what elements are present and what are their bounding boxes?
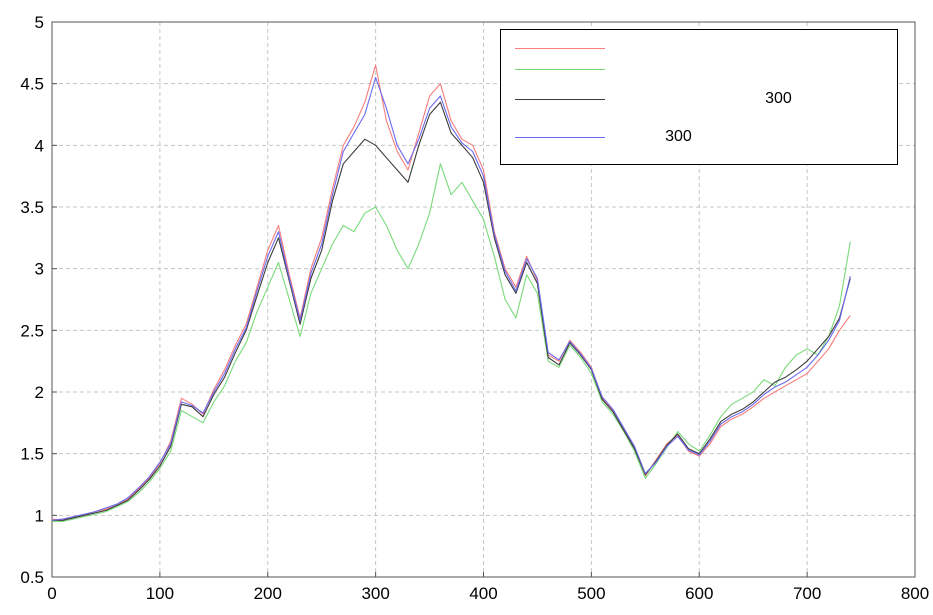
legend-entry — [501, 69, 896, 71]
legend-line-sample-blue — [515, 136, 606, 138]
series-black-line — [52, 101, 851, 521]
x-tick-label: 800 — [901, 584, 929, 603]
series-red-line — [51, 64, 851, 521]
legend-entry: 300 — [501, 128, 896, 146]
x-tick-label: 0 — [47, 584, 56, 603]
x-tick-label: 400 — [469, 584, 497, 603]
legend-entry: 300 — [501, 90, 896, 108]
x-tick-label: 100 — [146, 584, 174, 603]
legend-label: 300 — [765, 90, 792, 108]
legend-line-sample-red — [515, 47, 606, 49]
y-tick-label: 2 — [35, 383, 44, 402]
chart-legend: 300 300 — [500, 28, 898, 166]
x-tick-label: 600 — [685, 584, 713, 603]
y-tick-label: 4 — [35, 136, 44, 155]
y-tick-label: 4.5 — [20, 75, 44, 94]
y-tick-label: 3 — [35, 260, 44, 279]
y-tick-label: 1 — [35, 506, 44, 525]
y-tick-label: 3.5 — [20, 198, 44, 217]
y-tick-label: 2.5 — [20, 321, 44, 340]
legend-entry — [501, 47, 896, 49]
x-tick-label: 200 — [254, 584, 282, 603]
y-tick-label: 1.5 — [20, 445, 44, 464]
series-blue-line — [51, 76, 851, 521]
y-tick-label: 5 — [35, 13, 44, 32]
x-tick-label: 300 — [361, 584, 389, 603]
series-green-line — [52, 163, 851, 523]
y-tick-label: 0.5 — [20, 568, 44, 587]
legend-line-sample-green — [515, 69, 606, 71]
x-tick-label: 700 — [793, 584, 821, 603]
legend-label: 300 — [665, 128, 692, 146]
x-tick-label: 500 — [577, 584, 605, 603]
legend-line-sample-black — [515, 98, 606, 100]
